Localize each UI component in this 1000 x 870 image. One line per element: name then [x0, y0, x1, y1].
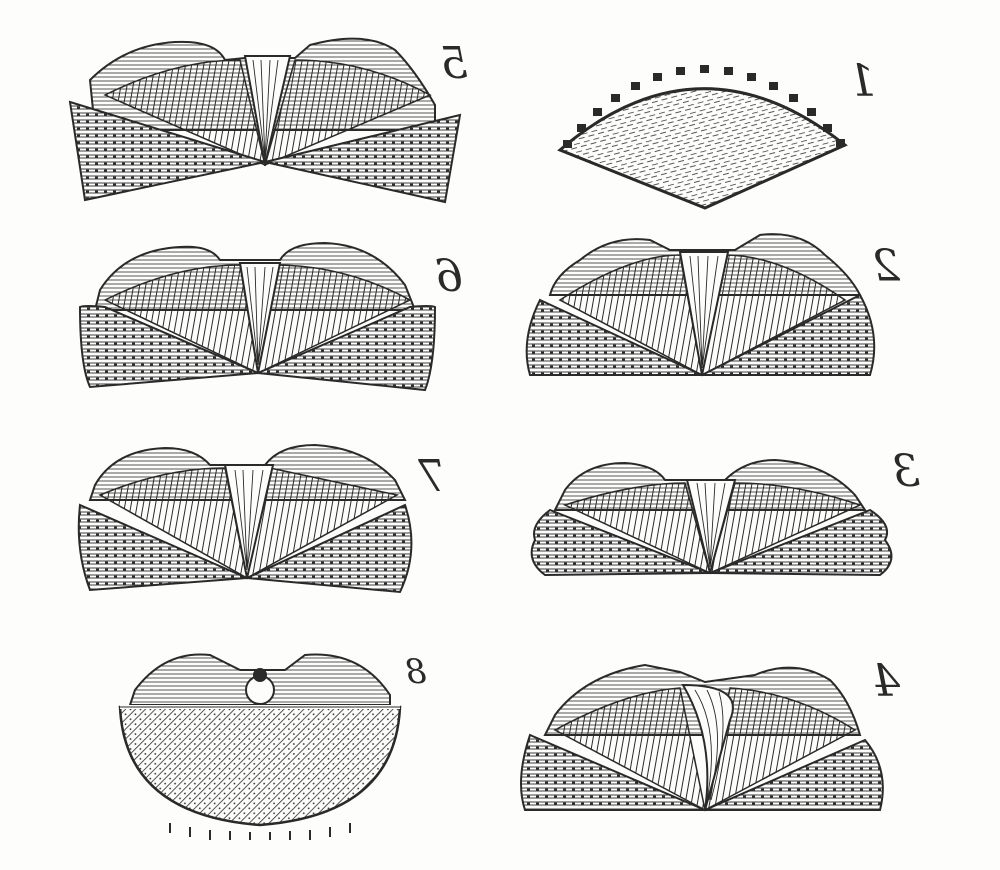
figure-6-drawing [78, 241, 437, 392]
figure-label-8: 8 [405, 652, 427, 692]
figure-7-drawing [77, 443, 413, 594]
figure-label-3: 3 [892, 446, 920, 497]
figure-3-drawing [530, 458, 893, 577]
figure-5-drawing [68, 37, 462, 204]
figure-label-1: 1 [848, 56, 876, 107]
figure-1-drawing [557, 65, 848, 210]
figure-label-6: 6 [435, 251, 463, 302]
figure-label-5: 5 [440, 38, 468, 89]
figure-2-drawing [525, 233, 876, 377]
figure-4-drawing [520, 663, 884, 812]
figure-label-2: 2 [872, 241, 900, 292]
figure-label-7: 7 [418, 451, 446, 502]
figure-label-4: 4 [872, 656, 900, 707]
figure-8-drawing [118, 653, 402, 840]
